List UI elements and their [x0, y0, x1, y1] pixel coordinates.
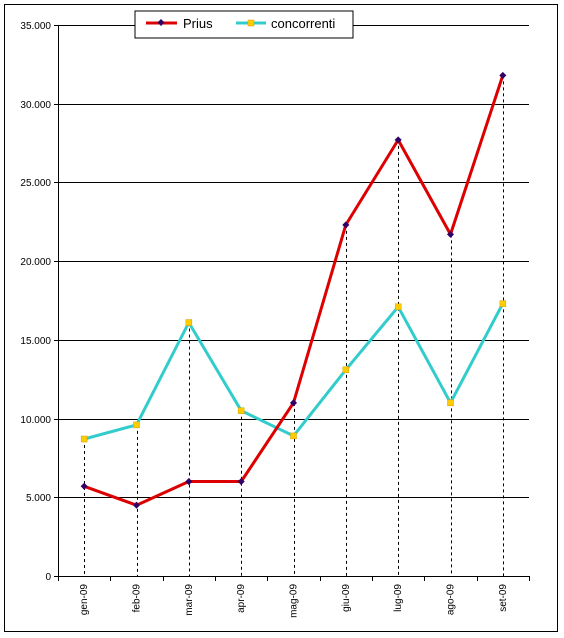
x-tick-label: set-09 — [498, 584, 509, 612]
grid-layer — [58, 25, 529, 498]
axes — [54, 25, 530, 581]
x-tick-label: giu-09 — [341, 584, 352, 612]
series-layer — [80, 71, 507, 509]
y-tick-label: 10.000 — [20, 415, 51, 426]
data-point-prius — [289, 399, 298, 407]
data-point-prius — [499, 71, 507, 79]
data-point-concorrenti — [447, 399, 454, 407]
y-tick-label: 20.000 — [20, 257, 51, 268]
x-tick-label: lug-09 — [393, 584, 404, 612]
y-tick-label: 15.000 — [20, 336, 51, 347]
data-point-concorrenti — [342, 366, 350, 374]
data-point-concorrenti — [394, 303, 402, 311]
x-tick-label: ago-09 — [446, 584, 457, 616]
y-tick-label: 0 — [45, 572, 51, 583]
y-tick-label: 35.000 — [20, 21, 51, 32]
data-point-prius — [132, 501, 141, 509]
data-point-prius — [80, 482, 88, 490]
data-point-concorrenti — [185, 319, 193, 326]
legend-prius-label: Prius — [183, 16, 213, 31]
legend-concorrenti-marker — [247, 19, 255, 27]
data-point-concorrenti — [499, 300, 507, 307]
legend-prius-marker — [157, 18, 165, 27]
data-point-concorrenti — [80, 435, 88, 443]
x-tick-label: feb-09 — [132, 584, 143, 613]
y-tick-label: 25.000 — [20, 178, 51, 189]
y-tick-label: 5.000 — [26, 493, 51, 504]
legend-concorrenti-label: concorrenti — [271, 16, 335, 31]
x-tick-label: apr-09 — [236, 584, 247, 613]
legend: Prius concorrenti — [134, 10, 354, 39]
x-tick-label: mag-09 — [289, 584, 300, 618]
chart-frame — [4, 4, 558, 632]
data-point-concorrenti — [133, 421, 140, 429]
x-tick-label: mar-09 — [184, 584, 195, 616]
tick-labels: 0 5.000 10.000 15.000 20.000 25.000 30.000 35.0… — [20, 21, 508, 618]
drop-lines — [84, 75, 504, 576]
data-point-prius — [342, 221, 350, 229]
data-point-concorrenti — [237, 407, 245, 414]
data-point-concorrenti — [290, 432, 297, 440]
data-point-prius — [237, 478, 245, 486]
data-point-prius — [394, 136, 402, 144]
data-point-prius — [185, 478, 193, 486]
series-line-concorrenti — [83, 302, 505, 441]
x-tick-label: gen-09 — [79, 584, 90, 616]
data-point-prius — [446, 230, 455, 238]
y-tick-label: 30.000 — [20, 100, 51, 111]
series-line-prius — [83, 74, 505, 507]
